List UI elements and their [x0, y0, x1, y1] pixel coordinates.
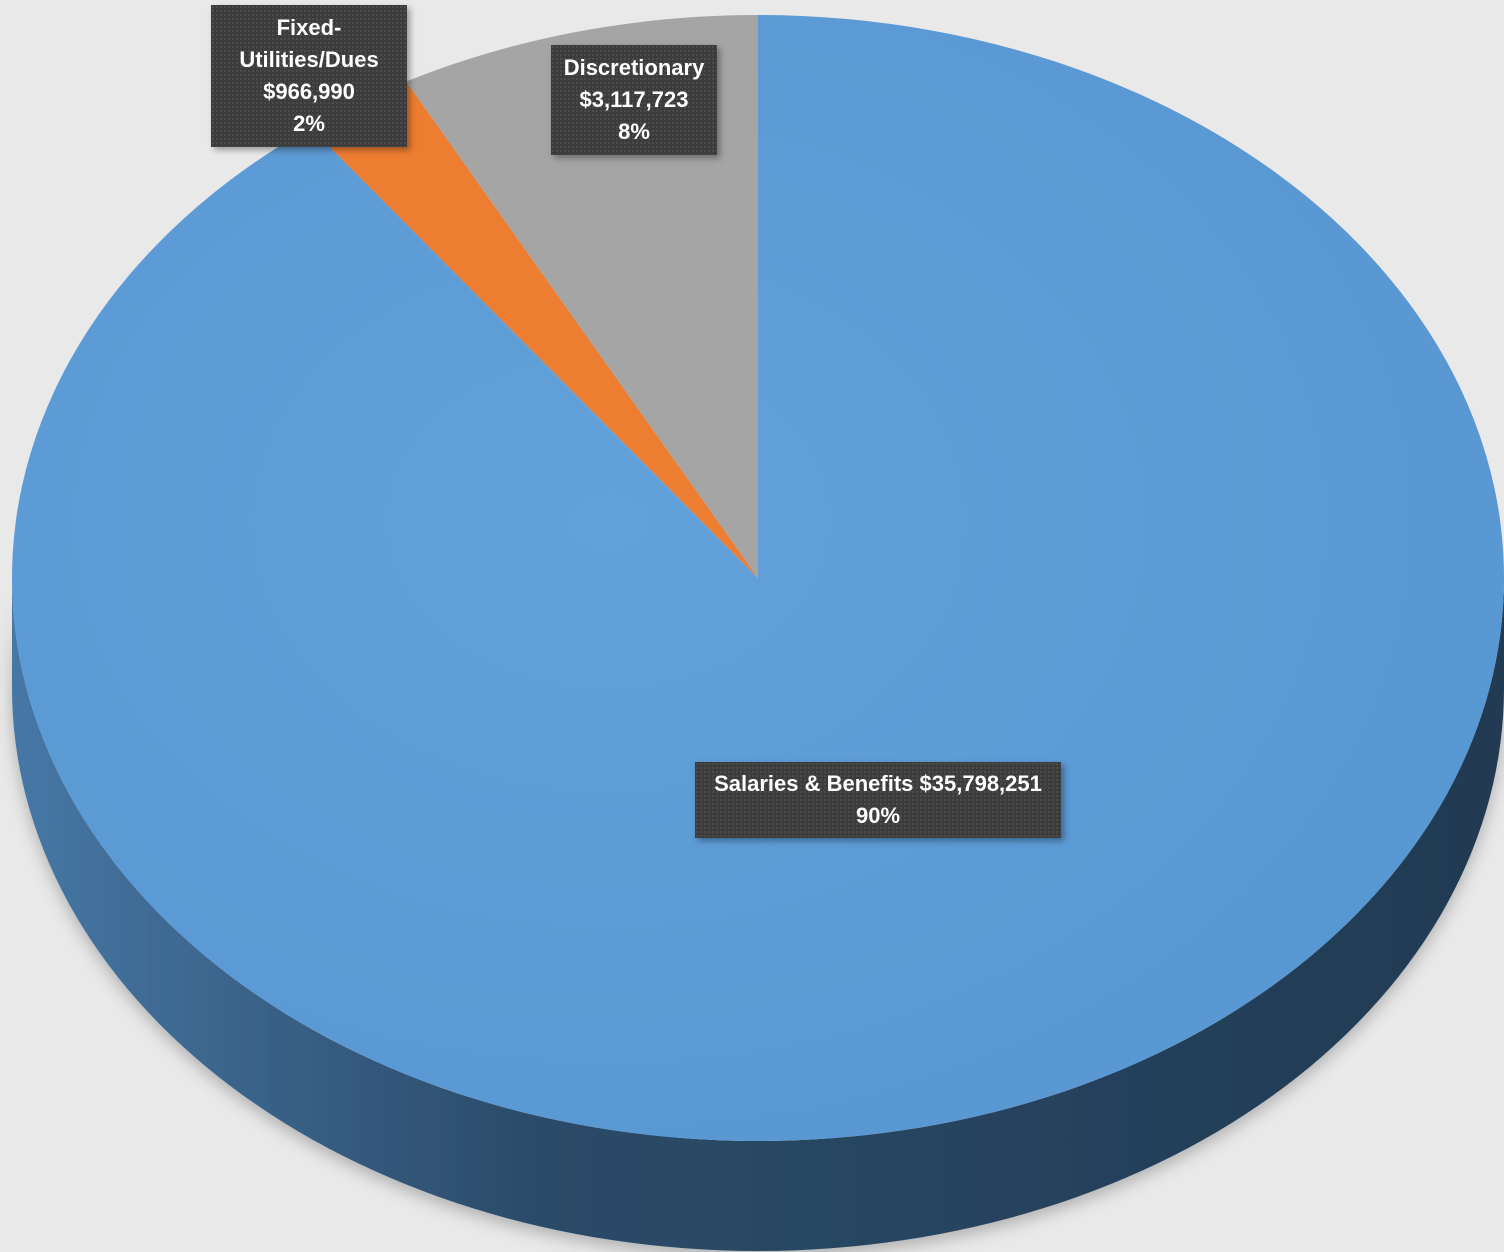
- data-label-salaries-text: Salaries & Benefits $35,798,251: [714, 771, 1042, 796]
- data-label-fixed-line2: Utilities/Dues: [239, 47, 379, 72]
- data-label-salaries-benefits: Salaries & Benefits $35,798,251 90%: [695, 762, 1061, 838]
- pie-side-wall: [12, 578, 1504, 1251]
- pie-slice-fixed-utilities-dues: [310, 81, 758, 578]
- data-label-fixed-line1: Fixed-: [276, 15, 342, 40]
- data-label-discretionary-name: Discretionary: [563, 55, 705, 80]
- data-label-fixed-utilities-dues: Fixed- Utilities/Dues $966,990 2%: [211, 5, 407, 147]
- pie-slice-discretionary: [406, 15, 758, 578]
- pie-slice-salaries-benefits: [12, 15, 1504, 1141]
- data-label-discretionary: Discretionary $3,117,723 8%: [551, 45, 717, 155]
- data-label-discretionary-percent: 8%: [618, 119, 650, 144]
- data-label-fixed-value: $966,990: [263, 79, 355, 104]
- data-label-fixed-percent: 2%: [293, 111, 325, 136]
- data-label-salaries-percent: 90%: [855, 803, 901, 828]
- data-label-discretionary-value: $3,117,723: [579, 87, 689, 112]
